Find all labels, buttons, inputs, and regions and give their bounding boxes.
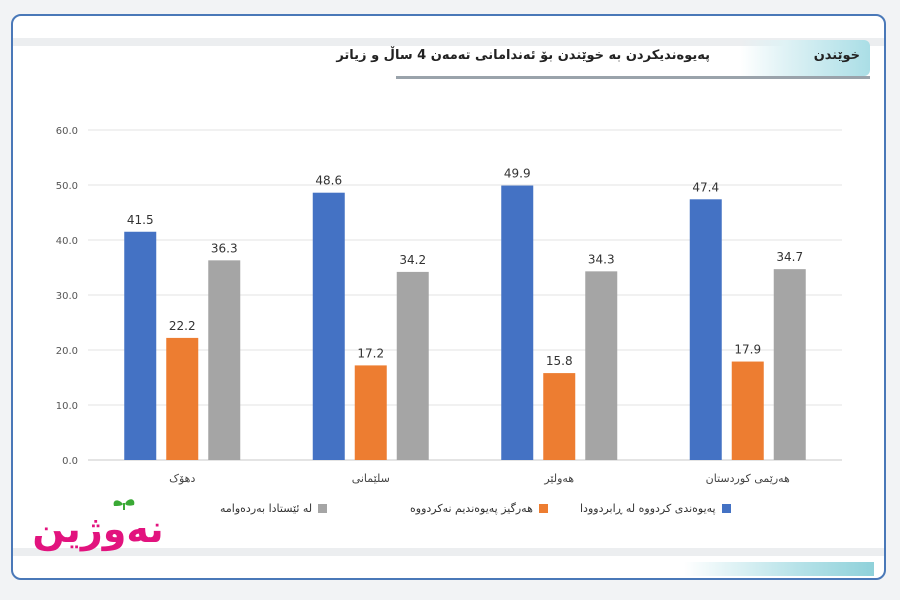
data-label: 48.6 — [315, 174, 342, 188]
bottom-divider — [13, 548, 884, 556]
bar — [396, 271, 429, 460]
y-tick-label: 30.0 — [56, 291, 78, 302]
legend-label-series-3: لە ئێستادا بەردەوامە — [220, 502, 313, 515]
chart-header: پەیوەندیکردن بە خوێندن بۆ ئەندامانی تەمە… — [336, 40, 870, 82]
bar — [124, 231, 157, 460]
legend-item-series-1: پەیوەندی کردووە لە ڕابردوودا — [580, 502, 731, 515]
bar — [354, 365, 387, 460]
data-label: 34.2 — [399, 253, 426, 267]
y-tick-label: 0.0 — [62, 456, 78, 467]
x-tick-label: هەولێر — [543, 472, 574, 485]
header-underline — [396, 76, 870, 79]
data-label: 17.2 — [357, 346, 384, 360]
header-accent — [740, 40, 870, 76]
bar — [689, 199, 722, 461]
y-tick-label: 50.0 — [56, 181, 78, 192]
chart-title: پەیوەندیکردن بە خوێندن بۆ ئەندامانی تەمە… — [336, 48, 710, 63]
legend-swatch-series-3 — [318, 504, 328, 513]
y-tick-label: 60.0 — [56, 126, 78, 137]
top-divider — [13, 38, 884, 46]
bar — [731, 361, 764, 460]
y-tick-label: 40.0 — [56, 236, 78, 247]
y-tick-label: 10.0 — [56, 401, 78, 412]
newzhin-logo: نەوژین — [28, 494, 168, 554]
data-label: 41.5 — [127, 213, 154, 227]
bottom-accent — [684, 562, 874, 576]
data-label: 17.9 — [734, 343, 761, 357]
legend-item-series-2: هەرگیز پەیوەندیم نەکردووە — [410, 502, 548, 515]
legend-item-series-3: لە ئێستادا بەردەوامە — [220, 502, 328, 515]
x-tick-label: سلێمانی — [352, 472, 390, 485]
data-label: 49.9 — [504, 167, 531, 181]
bar — [312, 192, 345, 460]
data-label: 36.3 — [211, 241, 238, 255]
data-label: 47.4 — [692, 180, 719, 194]
legend-swatch-series-1 — [721, 504, 731, 513]
y-tick-label: 20.0 — [56, 346, 78, 357]
data-label: 34.7 — [776, 250, 803, 264]
data-label: 15.8 — [546, 354, 573, 368]
bar — [208, 260, 241, 460]
legend-label-series-1: پەیوەندی کردووە لە ڕابردوودا — [580, 502, 716, 515]
bar — [543, 373, 576, 460]
logo-mark: نەوژین — [32, 499, 164, 552]
section-tag: خوێندن — [813, 48, 860, 63]
bar — [773, 269, 806, 460]
x-tick-label: هەرێمی کوردستان — [706, 472, 790, 485]
data-label: 34.3 — [588, 252, 615, 266]
legend-label-series-2: هەرگیز پەیوەندیم نەکردووە — [410, 502, 533, 515]
chart-legend: پەیوەندی کردووە لە ڕابردوودا هەرگیز پەیو… — [220, 502, 731, 518]
bar — [585, 271, 618, 460]
legend-swatch-series-2 — [538, 504, 548, 513]
data-label: 22.2 — [169, 319, 196, 333]
bar — [501, 185, 534, 461]
bar — [166, 337, 199, 460]
chart-card — [11, 14, 886, 580]
x-tick-label: دهۆک — [169, 472, 195, 485]
svg-text:نەوژین: نەوژین — [32, 507, 163, 552]
